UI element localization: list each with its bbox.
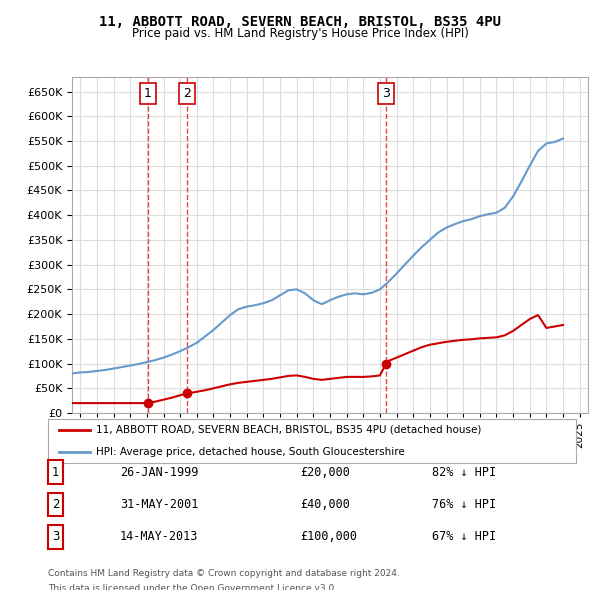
Text: 1: 1 xyxy=(144,87,152,100)
Text: £20,000: £20,000 xyxy=(300,466,350,478)
Text: HPI: Average price, detached house, South Gloucestershire: HPI: Average price, detached house, Sout… xyxy=(95,447,404,457)
Text: 3: 3 xyxy=(52,530,59,543)
Text: 67% ↓ HPI: 67% ↓ HPI xyxy=(432,530,496,543)
Text: £40,000: £40,000 xyxy=(300,498,350,511)
Text: This data is licensed under the Open Government Licence v3.0.: This data is licensed under the Open Gov… xyxy=(48,584,337,590)
Text: 3: 3 xyxy=(382,87,390,100)
Text: 31-MAY-2001: 31-MAY-2001 xyxy=(120,498,199,511)
Text: Price paid vs. HM Land Registry's House Price Index (HPI): Price paid vs. HM Land Registry's House … xyxy=(131,27,469,40)
Text: Contains HM Land Registry data © Crown copyright and database right 2024.: Contains HM Land Registry data © Crown c… xyxy=(48,569,400,578)
Text: £100,000: £100,000 xyxy=(300,530,357,543)
Text: 11, ABBOTT ROAD, SEVERN BEACH, BRISTOL, BS35 4PU: 11, ABBOTT ROAD, SEVERN BEACH, BRISTOL, … xyxy=(99,15,501,29)
Text: 26-JAN-1999: 26-JAN-1999 xyxy=(120,466,199,478)
Text: 11, ABBOTT ROAD, SEVERN BEACH, BRISTOL, BS35 4PU (detached house): 11, ABBOTT ROAD, SEVERN BEACH, BRISTOL, … xyxy=(95,425,481,435)
Text: 2: 2 xyxy=(183,87,191,100)
Text: 82% ↓ HPI: 82% ↓ HPI xyxy=(432,466,496,478)
Text: 1: 1 xyxy=(52,466,59,478)
Text: 2: 2 xyxy=(52,498,59,511)
Text: 76% ↓ HPI: 76% ↓ HPI xyxy=(432,498,496,511)
Text: 14-MAY-2013: 14-MAY-2013 xyxy=(120,530,199,543)
